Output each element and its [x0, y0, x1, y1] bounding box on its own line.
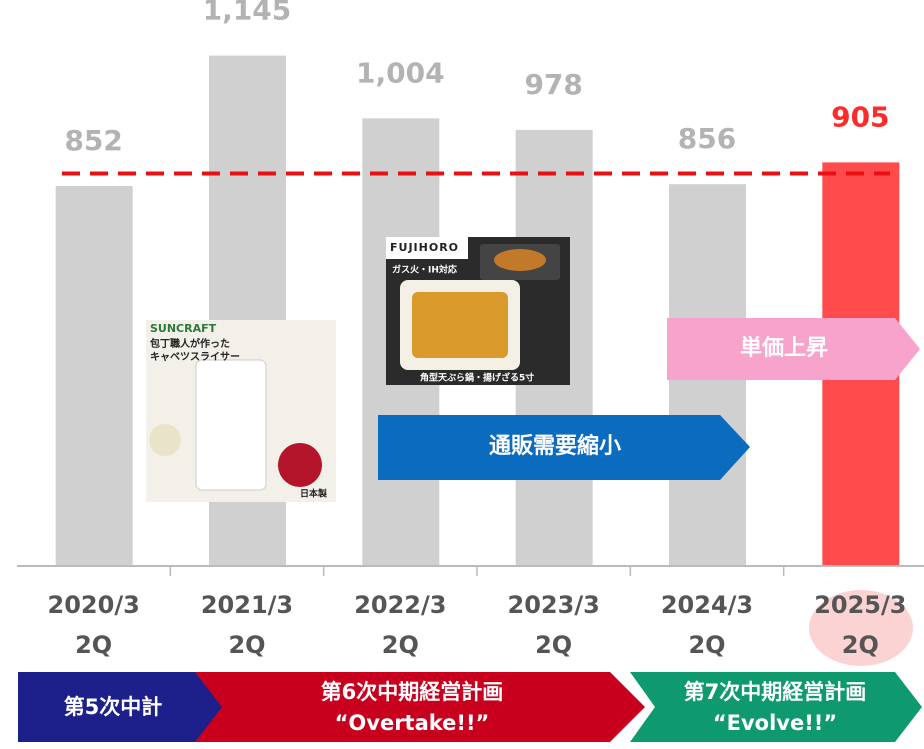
x-tick-label: 2022/3 2Q	[354, 591, 447, 659]
arrow	[378, 415, 750, 480]
plan-title: 第7次中期経営計画	[684, 680, 867, 704]
x-tick-label-text: 2020/3 2Q	[47, 591, 140, 659]
highlight	[809, 590, 913, 666]
x-tick-label-text: 2021/3 2Q	[200, 591, 294, 659]
value-label: 852	[64, 124, 122, 157]
x-tick-label-text: 2025/3 2Q	[814, 591, 907, 659]
value-label: 1,004	[356, 56, 445, 89]
product-image: FUJIHORO ガス火・IH対応 角型天ぷら鍋・揚げざる5寸	[386, 237, 570, 385]
plan-title: 第6次中期経営計画	[321, 680, 504, 704]
brand: SUNCRAFT	[150, 322, 217, 335]
x-tick-label-text: 2023/3 2Q	[507, 591, 600, 659]
product-text: 包丁職人が作った	[150, 337, 230, 350]
plan-subtitle: “Overtake!!”	[335, 711, 490, 735]
brand: FUJIHORO	[390, 241, 459, 254]
x-tick-label: 2025/3 2Q	[814, 591, 907, 659]
annotation: 単価上昇	[740, 335, 828, 361]
plan-band	[190, 672, 645, 742]
value-label: 1,145	[203, 0, 292, 27]
apple	[278, 443, 322, 487]
annotation: 通販需要縮小	[489, 433, 621, 459]
cutlet	[494, 249, 546, 271]
arrow	[667, 318, 920, 380]
x-tick-label: 2021/3 2Q	[200, 591, 294, 659]
oil	[412, 292, 508, 358]
plan-subtitle: “Evolve!!”	[713, 711, 837, 735]
x-tick-label: 2023/3 2Q	[507, 591, 600, 659]
product-tag: 日本製	[300, 488, 328, 500]
label-bg	[386, 237, 468, 259]
product-image: SUNCRAFT 包丁職人が作った キャベツスライサー 日本製	[146, 320, 336, 502]
x-tick-label: 2024/3 2Q	[660, 591, 754, 659]
product-tag: 角型天ぷら鍋・揚げざる5寸	[420, 372, 534, 384]
plan-band	[18, 672, 222, 742]
x-tick-label: 2020/3 2Q	[47, 591, 140, 659]
x-tick-label-text: 2022/3 2Q	[354, 591, 447, 659]
slicer	[195, 359, 267, 491]
cabbage	[149, 424, 181, 456]
value-label: 856	[678, 122, 736, 155]
bar	[55, 185, 133, 565]
value-label: 905	[831, 100, 889, 133]
value-label: 978	[524, 68, 582, 101]
x-tick-label-text: 2024/3 2Q	[660, 591, 754, 659]
product-text: ガス火・IH対応	[392, 264, 457, 276]
plan-title: 第5次中計	[64, 695, 163, 719]
plan-band	[630, 672, 922, 742]
product-text: キャベツスライサー	[150, 351, 240, 363]
